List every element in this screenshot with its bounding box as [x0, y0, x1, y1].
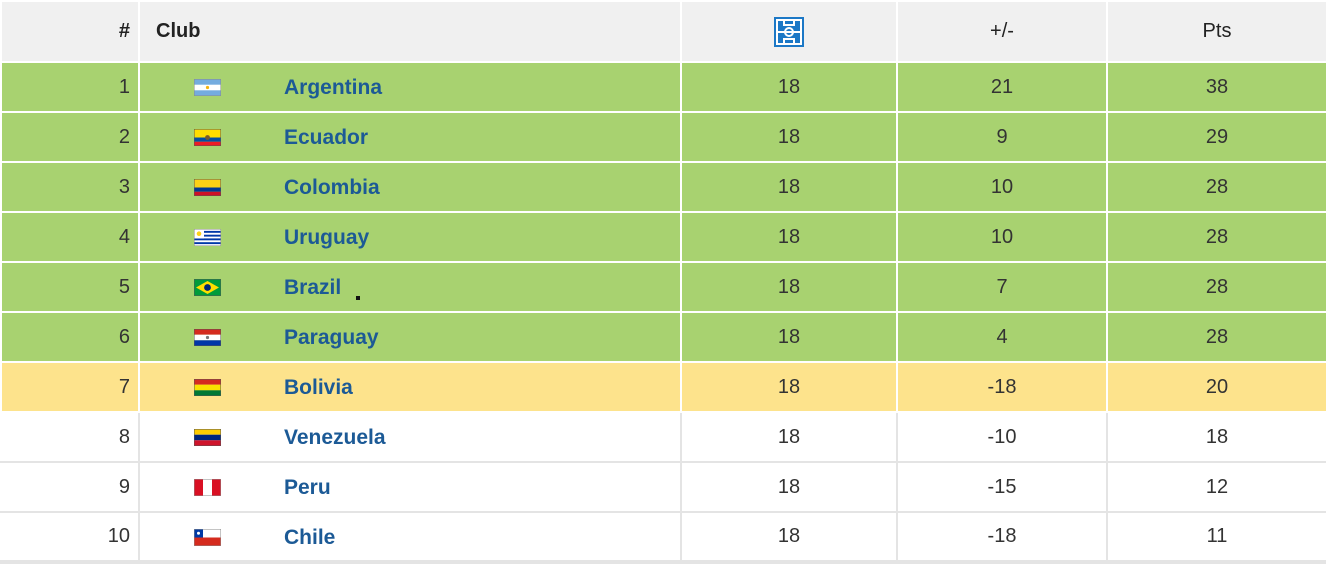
goal-difference-cell: 4 [896, 311, 1108, 363]
table-row: 10 Chile 18 -18 11 [0, 511, 1326, 564]
position-cell: 2 [0, 111, 140, 163]
played-cell: 18 [680, 311, 898, 363]
table-row: 5 Brazil 18 7 28 [0, 261, 1326, 313]
position-cell: 9 [0, 461, 140, 513]
header-club[interactable]: Club [138, 0, 682, 63]
club-link[interactable]: Bolivia [284, 376, 353, 399]
points-cell: 28 [1106, 161, 1326, 213]
goal-difference-cell: 21 [896, 61, 1108, 113]
club-cell: Colombia [138, 161, 682, 213]
club-link[interactable]: Venezuela [284, 426, 386, 449]
table-row: 8 Venezuela 18 -10 18 [0, 411, 1326, 463]
club-link[interactable]: Colombia [284, 176, 380, 199]
club-cell: Bolivia [138, 361, 682, 413]
position-cell: 8 [0, 411, 140, 463]
club-cell: Venezuela [138, 411, 682, 463]
points-cell: 38 [1106, 61, 1326, 113]
played-cell: 18 [680, 411, 898, 463]
points-cell: 28 [1106, 261, 1326, 313]
header-position[interactable]: # [0, 0, 140, 63]
argentina-flag [193, 78, 222, 97]
club-link[interactable]: Paraguay [284, 326, 379, 349]
club-cell: Chile [138, 511, 682, 564]
played-cell: 18 [680, 211, 898, 263]
position-cell: 4 [0, 211, 140, 263]
played-cell: 18 [680, 161, 898, 213]
table-row: 9 Peru 18 -15 12 [0, 461, 1326, 513]
brazil-flag [193, 278, 222, 297]
marker-icon [356, 296, 360, 300]
header-goal-difference[interactable]: +/- [896, 0, 1108, 63]
points-cell: 18 [1106, 411, 1326, 463]
table-row: 3 Colombia 18 10 28 [0, 161, 1326, 213]
football-pitch-icon [774, 16, 804, 47]
goal-difference-cell: 10 [896, 161, 1108, 213]
position-cell: 6 [0, 311, 140, 363]
points-cell: 20 [1106, 361, 1326, 413]
goal-difference-cell: -15 [896, 461, 1108, 513]
played-cell: 18 [680, 461, 898, 513]
position-cell: 5 [0, 261, 140, 313]
position-cell: 3 [0, 161, 140, 213]
played-cell: 18 [680, 361, 898, 413]
played-cell: 18 [680, 111, 898, 163]
points-cell: 29 [1106, 111, 1326, 163]
header-played[interactable] [680, 0, 898, 63]
goal-difference-cell: -10 [896, 411, 1108, 463]
chile-flag [193, 528, 222, 546]
points-cell: 11 [1106, 511, 1326, 564]
club-link[interactable]: Chile [284, 525, 336, 549]
table-row: 6 Paraguay 18 4 28 [0, 311, 1326, 363]
club-cell: Peru [138, 461, 682, 513]
club-link[interactable]: Brazil [284, 276, 342, 299]
played-cell: 18 [680, 511, 898, 564]
table-row: 4 Uruguay 18 10 28 [0, 211, 1326, 263]
club-link[interactable]: Argentina [284, 76, 383, 99]
position-cell: 7 [0, 361, 140, 413]
club-cell: Paraguay [138, 311, 682, 363]
points-cell: 12 [1106, 461, 1326, 513]
club-cell: Argentina [138, 61, 682, 113]
table-row: 2 Ecuador 18 9 29 [0, 111, 1326, 163]
uruguay-flag [193, 228, 222, 247]
table-row: 7 Bolivia 18 -18 20 [0, 361, 1326, 413]
club-link[interactable]: Uruguay [284, 226, 370, 249]
points-cell: 28 [1106, 311, 1326, 363]
club-cell: Uruguay [138, 211, 682, 263]
club-link[interactable]: Peru [284, 476, 331, 499]
played-cell: 18 [680, 61, 898, 113]
played-cell: 18 [680, 261, 898, 313]
goal-difference-cell: 10 [896, 211, 1108, 263]
header-points[interactable]: Pts [1106, 0, 1326, 63]
position-cell: 1 [0, 61, 140, 113]
venezuela-flag [193, 428, 222, 447]
club-cell: Brazil [138, 261, 682, 313]
club-cell: Ecuador [138, 111, 682, 163]
position-cell: 10 [0, 511, 140, 564]
goal-difference-cell: 7 [896, 261, 1108, 313]
ecuador-flag [193, 128, 222, 147]
bolivia-flag [193, 378, 222, 397]
points-cell: 28 [1106, 211, 1326, 263]
table-header-row: # Club +/- Pts [0, 0, 1326, 63]
goal-difference-cell: -18 [896, 361, 1108, 413]
table-row: 1 Argentina 18 21 38 [0, 61, 1326, 113]
club-link[interactable]: Ecuador [284, 126, 369, 149]
goal-difference-cell: 9 [896, 111, 1108, 163]
goal-difference-cell: -18 [896, 511, 1108, 564]
peru-flag [193, 478, 222, 497]
colombia-flag [193, 178, 222, 197]
paraguay-flag [193, 328, 222, 347]
